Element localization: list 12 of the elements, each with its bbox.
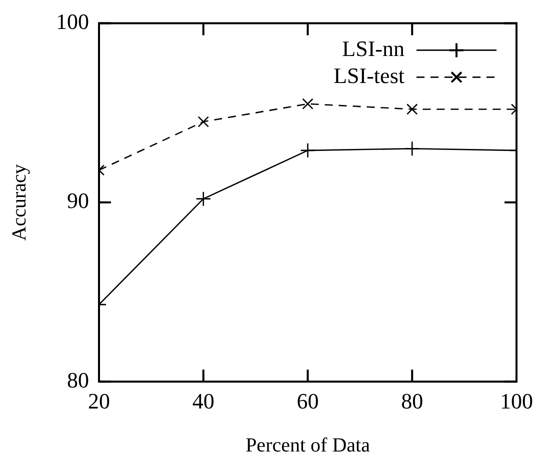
x-tick-label: 20	[88, 388, 110, 414]
y-axis-title: Accuracy	[8, 164, 30, 241]
legend-label: LSI-nn	[342, 36, 404, 61]
x-tick-label: 40	[192, 388, 214, 414]
x-tick-label: 80	[401, 388, 424, 414]
legend-label: LSI-test	[334, 62, 404, 88]
y-tick-label: 90	[67, 188, 89, 214]
x-tick-label: 100	[500, 388, 533, 414]
y-tick-label: 100	[56, 8, 89, 34]
x-axis-title: Percent of Data	[246, 434, 370, 456]
x-tick-label: 60	[296, 388, 319, 414]
y-tick-label: 80	[67, 367, 89, 392]
